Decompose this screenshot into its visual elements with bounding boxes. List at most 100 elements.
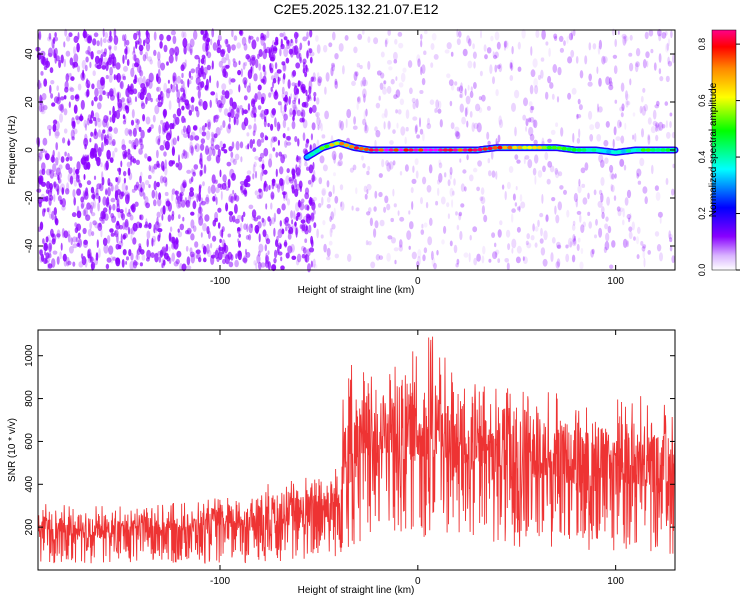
spectrogram-cell [206,37,211,43]
spectrogram-cell [258,156,263,162]
spectrogram-cell [156,216,159,226]
spectrogram-cell [146,92,152,102]
spectrogram-cell [279,48,282,57]
spectrogram-cell [120,191,125,197]
spectrogram-cell [291,167,295,175]
spectrogram-cell [169,226,173,232]
spectrogram-cell [296,253,302,263]
spectrogram-cell [597,200,603,208]
spectrogram-cell [121,97,125,103]
spectrogram-cell [97,117,101,123]
spectrogram-cell [669,112,673,117]
spectrogram-cell [316,113,319,119]
spectrogram-cell [658,33,662,42]
spectrogram-cell [192,171,196,177]
y-tick-label: 200 [24,518,35,535]
spectrogram-cell [572,29,576,37]
spectrogram-cell [316,97,320,105]
spectrogram-cell [540,57,545,62]
spectrogram-cell [204,85,209,91]
spectrogram-cell [281,61,286,66]
spectrogram-cell [52,163,57,173]
spectrogram-cell [162,205,166,215]
spectrogram-cell [260,172,263,182]
spectrogram-cell [521,29,526,39]
spectrogram-cell [497,229,502,238]
spectrogram-cell [239,105,243,110]
spectrogram-cell [250,54,256,61]
spectrogram-cell [171,188,176,195]
spectrogram-cell [198,216,204,226]
spectrogram-cell [293,210,296,220]
spectrogram-cell [137,37,142,46]
spectrogram-cell [150,97,153,103]
spectrogram-cell [109,157,114,164]
spectrogram-cell [460,203,465,208]
spectrogram-cell [620,112,624,118]
spectrogram-cell [122,249,127,256]
spectrogram-cell [238,30,243,35]
spectrogram-cell [364,193,368,200]
spectrogram-cell [301,227,305,233]
spectrogram-cell [285,175,290,185]
spectrogram-cell [529,133,535,141]
spectrogram-cell [458,213,462,221]
spectrogram-cell [305,143,308,149]
spectrogram-cell [321,189,326,196]
spectrogram-cell [215,97,219,105]
spectrogram-cell [580,167,586,174]
spectrogram-cell [116,198,119,208]
spectrogram-cell [160,62,166,71]
spectrogram-cell [202,223,207,232]
spectrogram-cell [512,193,516,201]
spectrogram-cell [109,116,112,123]
spectrogram-cell [566,209,570,218]
spectrogram-cell [275,151,279,158]
spectrogram-cell [317,76,323,84]
spectrogram-cell [278,251,283,256]
spectrogram-cell [436,249,439,256]
spectrogram-cell [168,257,172,265]
spectrogram-cell [90,51,94,60]
spectrogram-cell [89,204,93,214]
spectrogram-cell [433,54,439,60]
spectrogram-cell [40,109,46,115]
spectrogram-cell [222,120,226,128]
signal-cell [487,146,493,151]
spectrogram-cell [200,138,206,145]
spectrogram-cell [117,167,122,172]
spectrogram-cell [114,147,118,153]
spectrogram-cell [328,191,333,198]
spectrogram-cell [89,201,95,210]
spectrogram-cell [373,37,379,45]
spectrogram-cell [370,261,376,269]
spectrogram-cell [69,175,74,185]
spectrogram-cell [175,52,178,62]
spectrogram-cell [210,91,216,96]
spectrogram-cell [639,105,643,114]
spectrogram-cell [398,82,404,88]
spectrogram-cell [71,173,77,180]
y-tick-label: 400 [24,476,35,493]
spectrogram-cell [85,56,89,63]
spectrogram-cell [653,62,657,71]
spectrogram-cell [216,80,219,89]
spectrogram-cell [282,119,287,129]
spectrogram-cell [100,37,103,47]
spectrogram-cell [46,181,51,190]
spectrogram-cell [183,133,188,139]
spectrogram-cell [135,123,140,130]
spectrogram-cell [174,46,180,56]
spectrogram-cell [299,185,302,193]
spectrogram-cell [317,124,320,131]
spectrogram-cell [135,57,140,67]
spectrogram-cell [263,42,267,51]
spectrogram-cell [195,249,201,255]
spectrogram-cell [330,227,334,233]
y-tick-label: 20 [24,96,35,108]
spectrogram-cell [185,200,190,207]
spectrogram-cell [409,87,413,95]
spectrogram-cell [227,44,231,54]
spectrogram-cell [577,98,581,105]
spectrogram-cell [582,197,588,205]
